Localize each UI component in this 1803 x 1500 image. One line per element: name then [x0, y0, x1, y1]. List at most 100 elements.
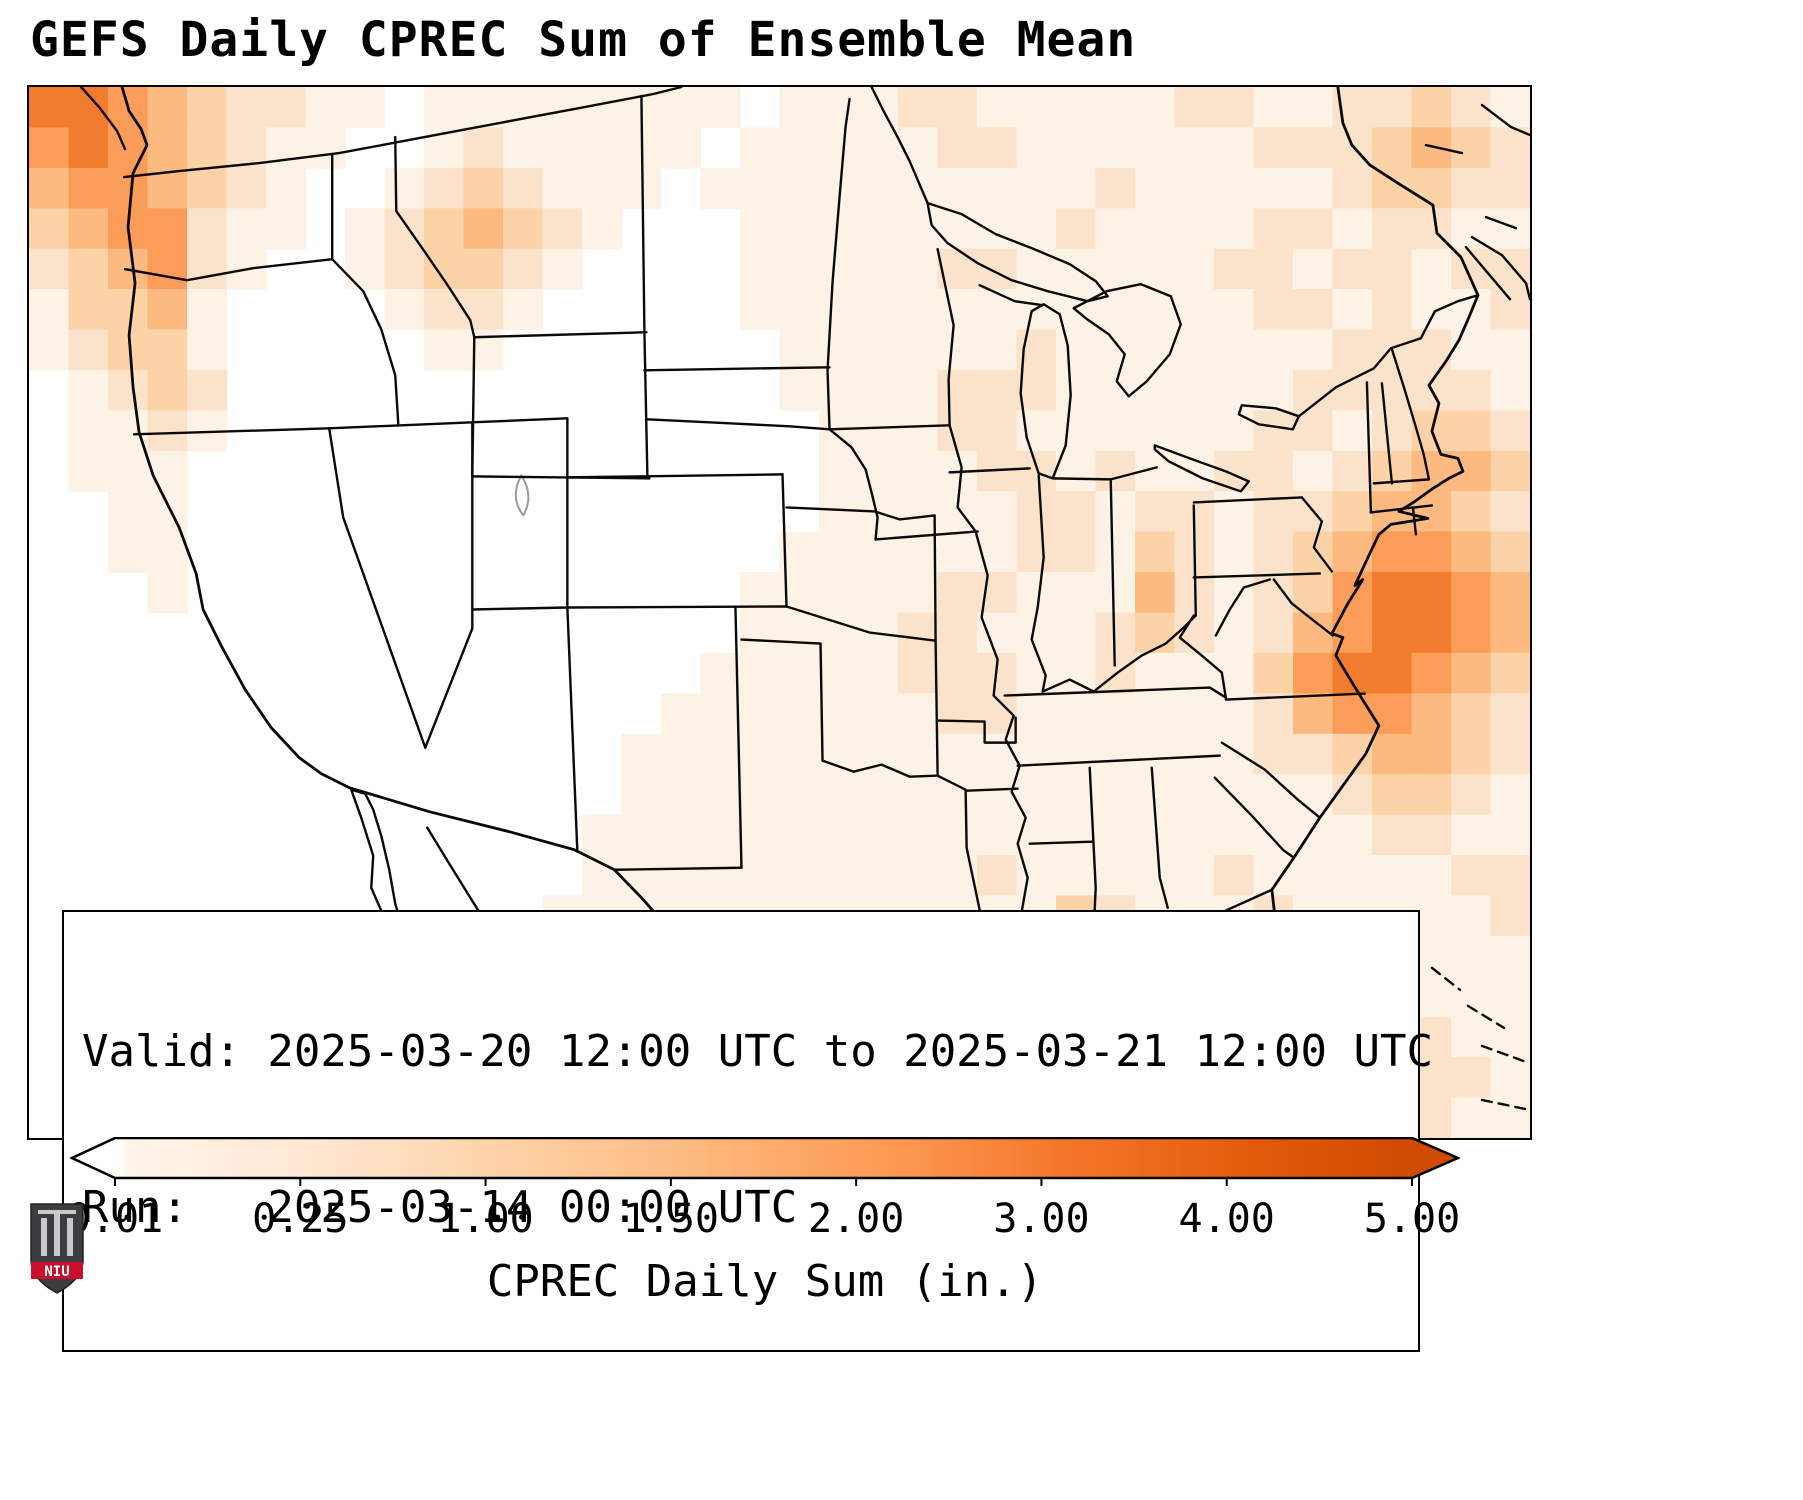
precip-cell: [1293, 572, 1334, 614]
state-border-va-nc: [1224, 692, 1367, 701]
precip-cell: [1174, 87, 1215, 129]
precip-cell: [897, 652, 939, 694]
precip-cell: [29, 289, 70, 331]
precip-cell: [147, 491, 188, 533]
precip-cell: [1411, 612, 1452, 654]
precip-cell: [226, 208, 267, 250]
precip-cell: [1371, 531, 1413, 573]
precip-cell: [1411, 733, 1452, 775]
precip-cell: [897, 450, 939, 492]
precip-cell: [68, 248, 109, 290]
precip-cell: [107, 491, 149, 533]
precip-cell: [1213, 127, 1255, 169]
precip-cell: [1411, 531, 1452, 573]
precip-cell: [1371, 87, 1413, 129]
precip-cell: [1213, 208, 1255, 250]
precip-cell: [1055, 612, 1097, 654]
precip-cell: [897, 531, 939, 573]
precip-cell: [1451, 976, 1492, 1018]
precip-cell: [1095, 167, 1136, 209]
precip-cell: [1490, 208, 1530, 250]
precip-cell: [1451, 652, 1492, 694]
precip-cell: [1332, 855, 1373, 897]
precip-cell: [977, 733, 1018, 775]
precip-cell: [423, 289, 465, 331]
precip-cell: [1293, 87, 1334, 129]
precip-cell: [1371, 774, 1413, 816]
precip-cell: [1135, 208, 1176, 250]
precip-cell: [503, 248, 544, 290]
precip-cell: [1095, 612, 1136, 654]
precip-cell: [1055, 491, 1097, 533]
precip-cell: [463, 87, 504, 129]
precip-cell: [1055, 572, 1097, 614]
precip-cell: [1451, 531, 1492, 573]
precip-cell: [1411, 329, 1452, 371]
precip-cell: [1411, 87, 1452, 129]
precip-cell: [1213, 87, 1255, 129]
precip-cell: [858, 855, 899, 897]
precip-cell: [1293, 855, 1334, 897]
precip-cell: [107, 410, 149, 452]
precip-cell: [226, 87, 267, 129]
state-border-wv-east: [1214, 578, 1272, 637]
precip-cell: [897, 127, 939, 169]
state-border-co-south: [566, 605, 788, 609]
precip-cell: [1095, 87, 1136, 129]
precip-cell: [1174, 814, 1215, 856]
colorbar-tick-label: 4.00: [1178, 1196, 1275, 1242]
precip-cell: [1055, 127, 1097, 169]
state-border-tx-nm-32n: [613, 866, 743, 871]
precip-cell: [819, 531, 860, 573]
precip-cell: [1371, 127, 1413, 169]
precip-cell: [423, 208, 465, 250]
precip-cell: [1095, 855, 1136, 897]
valid-line: Valid: 2025-03-20 12:00 UTC to 2025-03-2…: [82, 1026, 1434, 1077]
precip-cell: [819, 855, 860, 897]
precip-cell: [779, 329, 820, 371]
precip-cell: [1016, 491, 1057, 533]
precip-cell: [305, 127, 346, 169]
precip-cell: [187, 248, 228, 290]
precip-cell: [1490, 127, 1530, 169]
precip-cell: [700, 167, 741, 209]
precip-cell: [1213, 774, 1255, 816]
precip-cell: [819, 572, 860, 614]
precip-cell: [977, 612, 1018, 654]
precip-cell: [1253, 855, 1294, 897]
precip-cell: [1332, 208, 1373, 250]
canada-border-minnesota: [870, 87, 929, 205]
niu-banner: [31, 1262, 83, 1279]
state-border-ok-panhandle: [740, 638, 822, 645]
precip-cell: [1016, 572, 1057, 614]
precip-cell: [739, 693, 781, 735]
precip-cell: [977, 87, 1018, 129]
precip-cell: [1490, 450, 1530, 492]
precip-cell: [226, 167, 267, 209]
precip-cell: [1095, 329, 1136, 371]
precip-cell: [147, 410, 188, 452]
colorbar-title: CPREC Daily Sum (in.): [486, 1256, 1044, 1307]
state-border-pa-south: [1192, 572, 1322, 579]
precip-cell: [1490, 652, 1530, 694]
precip-cell: [937, 248, 978, 290]
precip-cell: [739, 814, 781, 856]
state-border-wy-south: [471, 475, 651, 480]
precip-cell: [463, 208, 504, 250]
state-border-sd-ne: [646, 418, 831, 431]
precip-cell: [1253, 814, 1294, 856]
precip-cell: [1490, 329, 1530, 371]
precip-cell: [581, 127, 623, 169]
precip-cell: [977, 289, 1018, 331]
precip-cell: [1371, 572, 1413, 614]
precip-cell: [1490, 774, 1530, 816]
precip-cell: [819, 652, 860, 694]
precip-cell: [819, 329, 860, 371]
precip-cell: [1332, 450, 1373, 492]
precip-cell: [1213, 329, 1255, 371]
state-border-ia-mo: [874, 530, 979, 541]
precip-cell: [1213, 410, 1255, 452]
precip-cell: [1055, 814, 1097, 856]
precip-cell: [1095, 491, 1136, 533]
precip-cell: [29, 127, 70, 169]
